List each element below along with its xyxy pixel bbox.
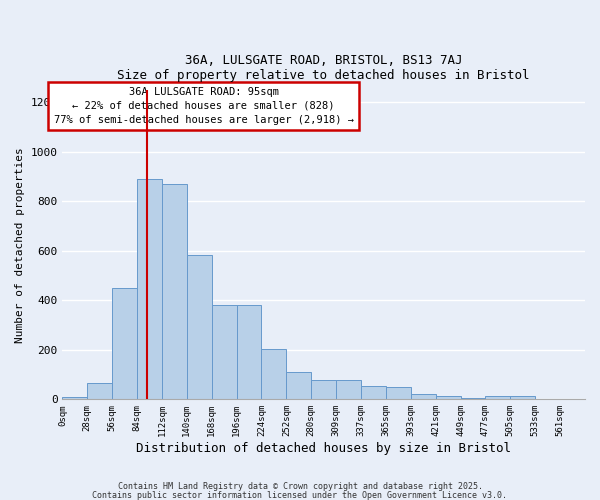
Y-axis label: Number of detached properties: Number of detached properties xyxy=(15,147,25,342)
Bar xyxy=(262,348,286,400)
Bar xyxy=(112,288,137,400)
Bar xyxy=(137,179,162,400)
Bar xyxy=(386,387,411,400)
Bar xyxy=(62,398,88,400)
Bar xyxy=(286,372,311,400)
Bar xyxy=(311,380,336,400)
Text: Contains public sector information licensed under the Open Government Licence v3: Contains public sector information licen… xyxy=(92,490,508,500)
Bar xyxy=(511,396,535,400)
Bar xyxy=(485,396,511,400)
Title: 36A, LULSGATE ROAD, BRISTOL, BS13 7AJ
Size of property relative to detached hous: 36A, LULSGATE ROAD, BRISTOL, BS13 7AJ Si… xyxy=(118,54,530,82)
Bar xyxy=(162,184,187,400)
Bar xyxy=(336,380,361,400)
Bar xyxy=(411,394,436,400)
Text: 36A LULSGATE ROAD: 95sqm
← 22% of detached houses are smaller (828)
77% of semi-: 36A LULSGATE ROAD: 95sqm ← 22% of detach… xyxy=(53,87,353,125)
Text: Contains HM Land Registry data © Crown copyright and database right 2025.: Contains HM Land Registry data © Crown c… xyxy=(118,482,482,491)
Bar xyxy=(187,254,212,400)
Bar xyxy=(236,306,262,400)
Bar xyxy=(436,396,461,400)
Bar xyxy=(212,306,236,400)
Bar xyxy=(461,398,485,400)
Bar xyxy=(361,386,386,400)
X-axis label: Distribution of detached houses by size in Bristol: Distribution of detached houses by size … xyxy=(136,442,511,455)
Bar xyxy=(88,383,112,400)
